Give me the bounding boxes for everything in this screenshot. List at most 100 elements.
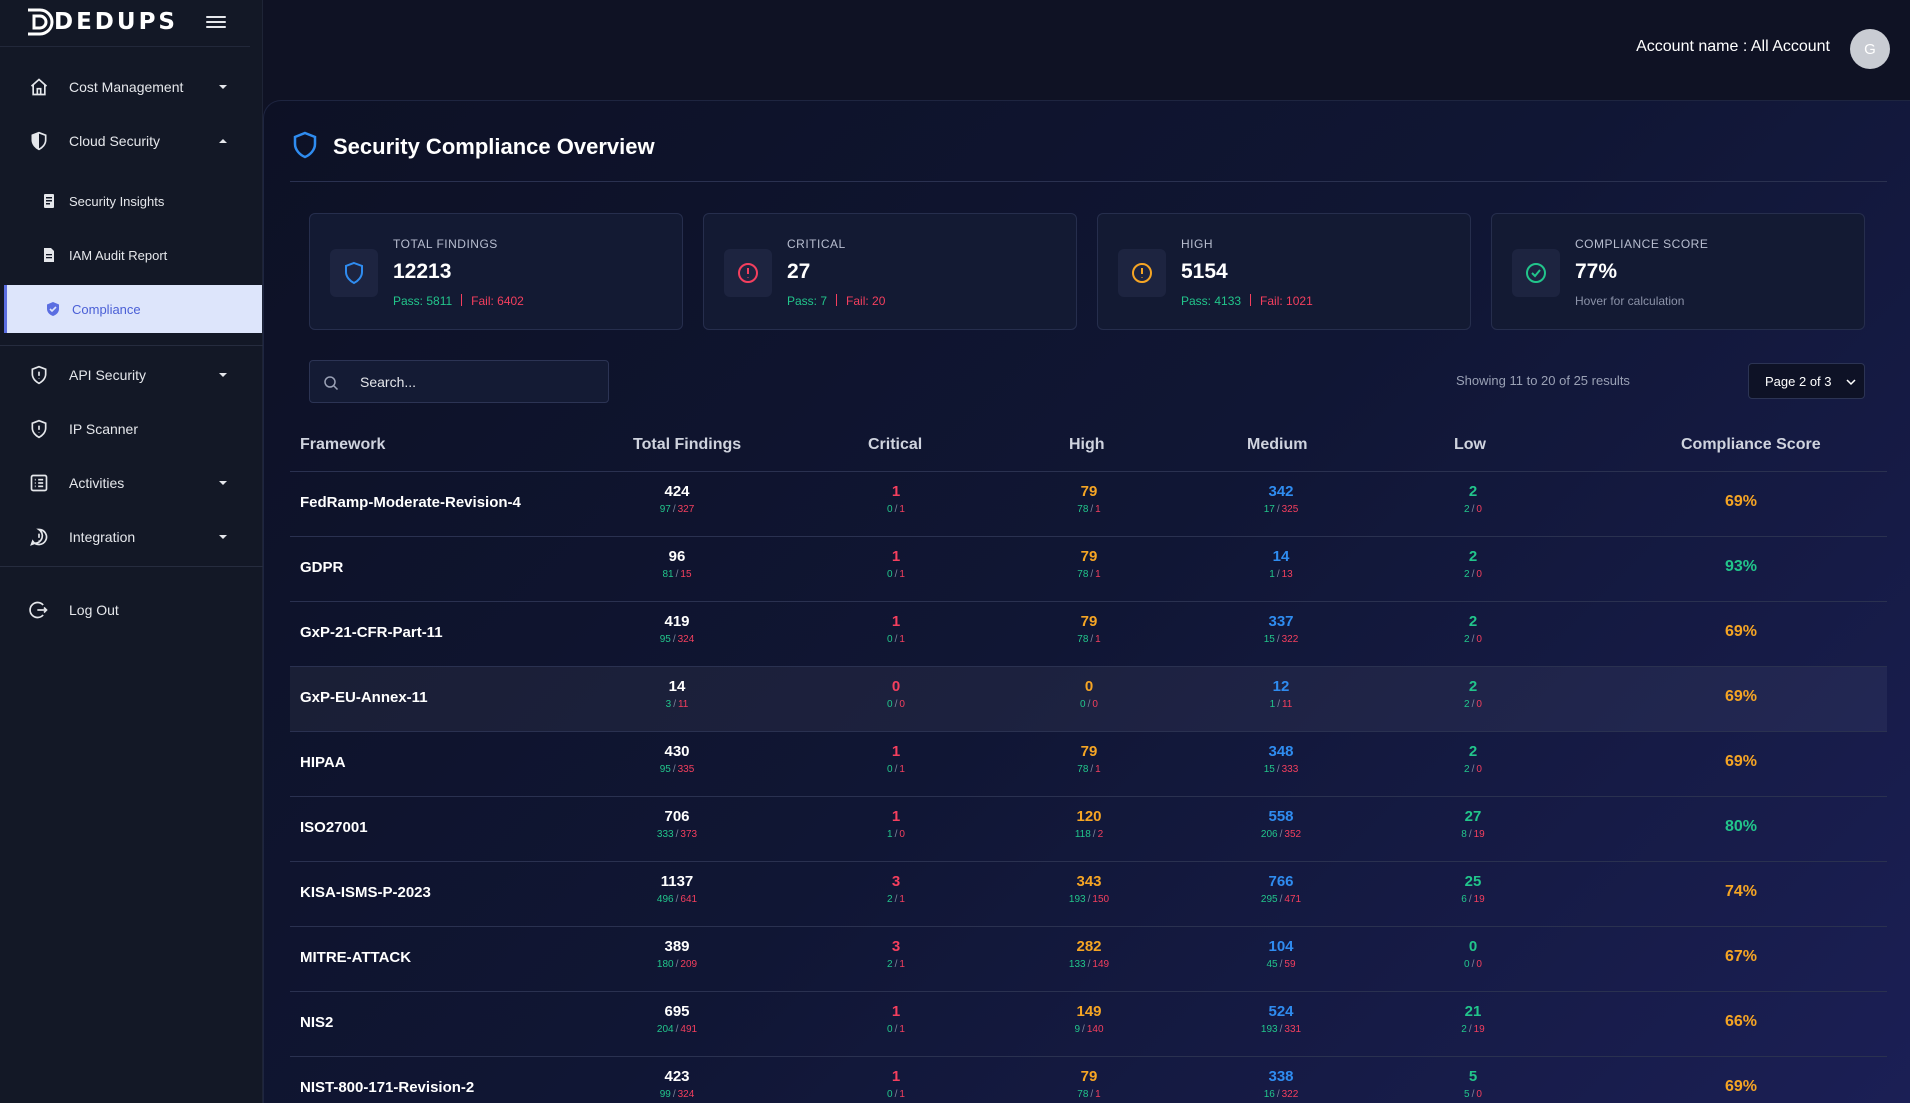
fail-count: 150 (1092, 894, 1110, 905)
shield-half-icon (28, 130, 50, 152)
fail-count: 322 (1281, 1089, 1299, 1100)
sidebar-item-integration[interactable]: Integration (0, 517, 262, 557)
home-icon (28, 76, 50, 98)
medium-value: 337 (1268, 613, 1294, 630)
sidebar-item-cost-management[interactable]: Cost Management (0, 67, 262, 107)
critical-cell: 1 0/1 (836, 1002, 956, 1035)
pass-count: 193 (1068, 894, 1086, 905)
fail-count: 641 (680, 894, 698, 905)
total-cell: 419 95/324 (617, 612, 737, 645)
pass-count: 9 (1074, 1024, 1081, 1035)
brand-logo[interactable]: DEDUPS (24, 6, 178, 38)
compliance-score: 66% (1724, 1013, 1758, 1030)
medium-cell: 337 15/322 (1221, 612, 1341, 645)
list-icon (28, 472, 50, 494)
fail-count: 19 (1473, 894, 1485, 905)
sidebar-item-security-insights[interactable]: Security Insights (0, 181, 262, 221)
sidebar-item-cloud-security[interactable]: Cloud Security (0, 121, 262, 161)
fail-count: 0 (899, 699, 905, 710)
sidebar-item-compliance[interactable]: Compliance (4, 285, 262, 333)
pass-count: 496 (656, 894, 674, 905)
total-pass-fail: 333/373 (656, 829, 698, 840)
fail-count: 149 (1092, 959, 1110, 970)
fail-count: 333 (1281, 764, 1299, 775)
low-value: 21 (1464, 1003, 1482, 1020)
card-total-findings: TOTAL FINDINGS 12213 Pass: 5811 Fail: 640… (309, 213, 683, 330)
card-value: 5154 (1181, 260, 1228, 283)
col-high[interactable]: High (1069, 436, 1105, 453)
search-input[interactable] (360, 371, 590, 393)
table-row[interactable]: KISA-ISMS-P-2023 1137 496/641 3 2/1 343 193/15… (290, 861, 1887, 926)
framework-name: HIPAA (300, 754, 346, 771)
sidebar-item-log-out[interactable]: Log Out (0, 590, 262, 630)
table-row[interactable]: GxP-21-CFR-Part-11 419 95/324 1 0/1 79 78/1 337… (290, 601, 1887, 666)
critical-value: 0 (891, 678, 901, 695)
medium-value: 104 (1268, 938, 1294, 955)
fail-count: 1 (899, 1024, 905, 1035)
avatar[interactable]: G (1850, 29, 1890, 69)
top-bar: Account name : All Account G (263, 0, 1910, 100)
col-compliance-score[interactable]: Compliance Score (1681, 436, 1821, 453)
summary-cards: TOTAL FINDINGS 12213 Pass: 5811 Fail: 640… (309, 213, 1866, 330)
col-medium[interactable]: Medium (1247, 436, 1308, 453)
framework-name: KISA-ISMS-P-2023 (300, 884, 431, 901)
high-pass-fail: 78/1 (1077, 1089, 1101, 1100)
table-row[interactable]: HIPAA 430 95/335 1 0/1 79 78/1 348 15/333 2 2/0 69% (290, 731, 1887, 796)
total-cell: 695 204/491 (617, 1002, 737, 1035)
shield-icon (330, 249, 378, 297)
col-low[interactable]: Low (1454, 436, 1486, 453)
account-name[interactable]: Account name : All Account (1636, 38, 1830, 55)
table-row[interactable]: NIST-800-171-Revision-2 423 99/324 1 0/1 79 78… (290, 1056, 1887, 1103)
pass-count: 0 (887, 504, 893, 515)
fail-count: 331 (1284, 1024, 1302, 1035)
card-pass-fail: Pass: 4133 Fail: 1021 (1181, 294, 1313, 308)
sidebar-item-label: IP Scanner (69, 421, 139, 437)
chevron-up-icon (219, 139, 227, 143)
fail-count: 19 (1473, 829, 1485, 840)
medium-pass-fail: 193/331 (1260, 1024, 1302, 1035)
sidebar-item-activities[interactable]: Activities (0, 463, 262, 503)
sidebar-item-api-security[interactable]: API Security (0, 355, 262, 395)
low-value: 0 (1468, 938, 1478, 955)
critical-value: 1 (891, 1068, 901, 1085)
medium-cell: 14 1/13 (1221, 547, 1341, 580)
col-critical[interactable]: Critical (868, 436, 923, 453)
table-row[interactable]: GxP-EU-Annex-11 14 3/11 0 0/0 0 0/0 12 1/11 2 2/0 6… (290, 666, 1887, 731)
col-framework[interactable]: Framework (300, 436, 386, 453)
col-total-findings[interactable]: Total Findings (633, 436, 742, 453)
fail-count: 0 (1476, 1089, 1482, 1100)
page-select[interactable]: Page 2 of 3 (1748, 363, 1865, 399)
pass-count: 2 (1461, 1024, 1467, 1035)
high-value: 343 (1076, 873, 1102, 890)
sidebar-item-iam-audit-report[interactable]: IAM Audit Report (0, 235, 262, 275)
low-cell: 0 0/0 (1413, 937, 1533, 970)
low-cell: 2 2/0 (1413, 612, 1533, 645)
table-row[interactable]: ISO27001 706 333/373 1 1/0 120 118/2 558 206/352… (290, 796, 1887, 861)
fail-count: 1 (899, 634, 905, 645)
critical-cell: 1 0/1 (836, 742, 956, 775)
chevron-down-icon (219, 85, 227, 89)
pass-count: 45 (1266, 959, 1278, 970)
high-cell: 79 78/1 (1029, 547, 1149, 580)
pass-count: 0 (1464, 959, 1470, 970)
table-row[interactable]: GDPR 96 81/15 1 0/1 79 78/1 14 1/13 2 2/0 93% (290, 536, 1887, 601)
medium-pass-fail: 45/59 (1266, 959, 1296, 970)
high-cell: 79 78/1 (1029, 612, 1149, 645)
sidebar-item-label: Security Insights (69, 193, 165, 209)
medium-value: 342 (1268, 483, 1294, 500)
hamburger-menu-icon[interactable] (206, 13, 226, 31)
table-row[interactable]: NIS2 695 204/491 1 0/1 149 9/140 524 193/331 21 2/… (290, 991, 1887, 1056)
pass-count: Pass: 5811 (393, 294, 453, 308)
logo-row: DEDUPS (0, 0, 250, 47)
pass-count: 0 (1080, 699, 1086, 710)
pass-count: 99 (659, 1089, 671, 1100)
table-row[interactable]: FedRamp-Moderate-Revision-4 424 97/327 1 0/1… (290, 471, 1887, 536)
low-value: 5 (1468, 1068, 1478, 1085)
table-row[interactable]: MITRE-ATTACK 389 180/209 3 2/1 282 133/149 104 4… (290, 926, 1887, 991)
sidebar-item-ip-scanner[interactable]: IP Scanner (0, 409, 262, 449)
pass-count: 78 (1077, 764, 1089, 775)
card-compliance-score[interactable]: COMPLIANCE SCORE 77% Hover for calculati… (1491, 213, 1865, 330)
critical-pass-fail: 1/0 (887, 829, 905, 840)
pass-count: 2 (1464, 634, 1470, 645)
chevron-down-icon (219, 373, 227, 377)
